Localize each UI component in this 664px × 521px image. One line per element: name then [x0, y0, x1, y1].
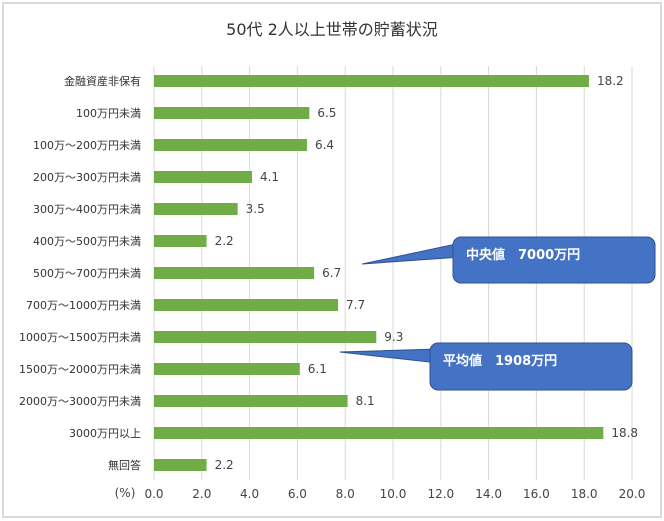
category-label: 400万～500万円未満 [33, 235, 141, 248]
x-tick-label: 12.0 [427, 487, 454, 501]
x-tick-label: 14.0 [475, 487, 502, 501]
category-label: 1000万～1500万円未満 [19, 331, 141, 344]
x-tick-label: 2.0 [192, 487, 211, 501]
data-label: 8.1 [356, 394, 375, 408]
x-tick-label: 6.0 [288, 487, 307, 501]
chart-title: 50代 2人以上世帯の貯蓄状況 [226, 20, 438, 39]
bar [154, 395, 348, 407]
data-label: 6.1 [308, 362, 327, 376]
bar [154, 107, 310, 119]
callout-text: 中央値 7000万円 [466, 247, 580, 263]
data-label: 9.3 [384, 330, 403, 344]
callout-box [452, 236, 656, 284]
data-label: 6.7 [322, 266, 341, 280]
data-label: 6.4 [315, 138, 334, 152]
x-tick-label: 10.0 [380, 487, 407, 501]
category-label: 無回答 [108, 458, 141, 472]
bar [154, 235, 207, 247]
callout: 平均値 1908万円 [339, 342, 633, 391]
data-label: 18.8 [611, 426, 638, 440]
data-label: 2.2 [215, 458, 234, 472]
callout: 中央値 7000万円 [362, 236, 656, 284]
category-label: 100万～200万円未満 [33, 139, 141, 152]
callout-text: 平均値 1908万円 [443, 353, 557, 369]
category-label: 3000万円以上 [69, 427, 141, 440]
callout-tail [362, 242, 462, 265]
x-tick-label: 16.0 [523, 487, 550, 501]
bar [154, 427, 604, 439]
x-tick-label: 4.0 [240, 487, 259, 501]
data-label: 7.7 [346, 298, 365, 312]
x-tick-label: 8.0 [336, 487, 355, 501]
callout-box [429, 342, 633, 391]
bar [154, 459, 207, 471]
bar [154, 363, 300, 375]
callout-joint [454, 242, 466, 259]
category-label: 100万円未満 [76, 107, 141, 120]
bar [154, 171, 252, 183]
category-label: 1500万～2000万円未満 [19, 363, 141, 376]
bar [154, 331, 377, 343]
category-label: 金融資産非保有 [64, 74, 141, 88]
category-label: 500万～700万円未満 [33, 267, 141, 280]
x-tick-label: 18.0 [571, 487, 598, 501]
data-label: 3.5 [246, 202, 265, 216]
bar [154, 139, 307, 151]
category-label: 700万～1000万円未満 [26, 299, 141, 312]
x-tick-label: 20.0 [619, 487, 646, 501]
callout-joint [431, 348, 443, 365]
data-label: 4.1 [260, 170, 279, 184]
bar [154, 267, 315, 279]
x-tick-label: 0.0 [144, 487, 163, 501]
bar [154, 299, 339, 311]
category-label: 200万～300万円未満 [33, 171, 141, 184]
data-label: 18.2 [597, 74, 624, 88]
data-label: 2.2 [215, 234, 234, 248]
bar [154, 203, 238, 215]
category-label: 300万～400万円未満 [33, 203, 141, 216]
data-label: 6.5 [317, 106, 336, 120]
bar [154, 75, 589, 87]
callout-tail [339, 348, 439, 364]
category-label: 2000万～3000万円未満 [19, 395, 141, 408]
x-axis-unit-label: (%) [115, 486, 136, 500]
